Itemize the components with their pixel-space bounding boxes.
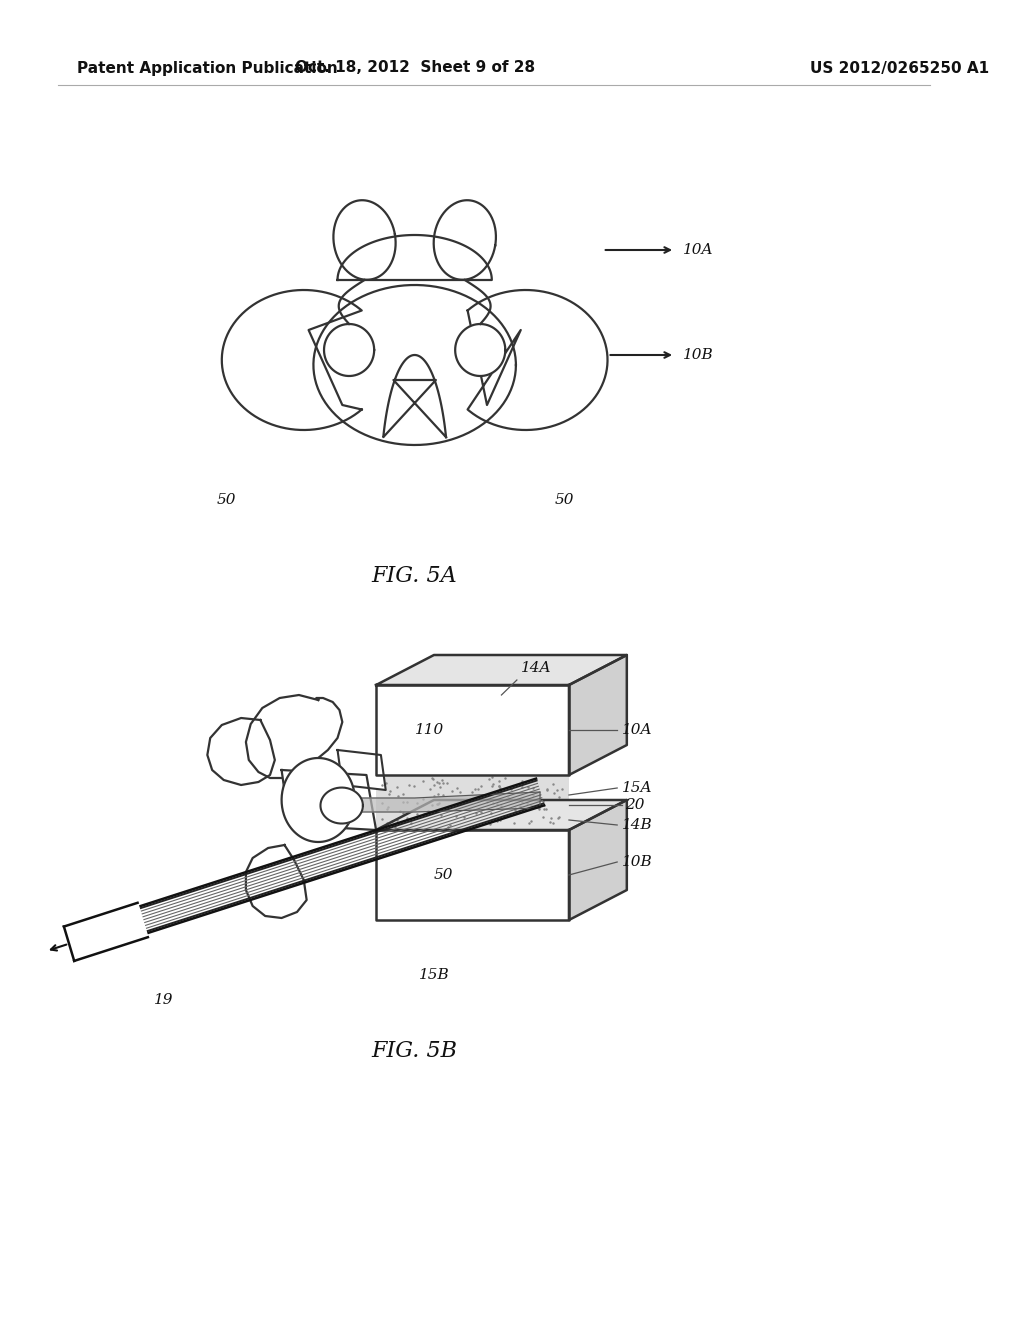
Text: 50: 50 — [554, 492, 573, 507]
Polygon shape — [376, 655, 627, 685]
Polygon shape — [455, 323, 505, 376]
Polygon shape — [338, 235, 492, 280]
Text: 10A: 10A — [622, 723, 652, 737]
Text: 14A: 14A — [521, 661, 551, 675]
Polygon shape — [569, 655, 627, 775]
Polygon shape — [338, 750, 386, 789]
Polygon shape — [63, 903, 147, 961]
Polygon shape — [434, 201, 496, 280]
Polygon shape — [352, 792, 540, 812]
Text: 10B: 10B — [622, 855, 652, 869]
Polygon shape — [383, 355, 446, 437]
Polygon shape — [334, 201, 395, 280]
Text: FIG. 5B: FIG. 5B — [372, 1040, 458, 1063]
Text: 50: 50 — [217, 492, 237, 507]
Polygon shape — [376, 800, 627, 830]
Polygon shape — [376, 775, 569, 830]
Polygon shape — [321, 788, 362, 824]
Text: 10B: 10B — [683, 348, 714, 362]
Text: 19: 19 — [155, 993, 174, 1007]
Polygon shape — [569, 800, 627, 920]
Polygon shape — [282, 758, 355, 842]
Text: 15A: 15A — [622, 781, 652, 795]
Polygon shape — [282, 770, 376, 830]
Text: Patent Application Publication: Patent Application Publication — [77, 61, 338, 75]
Text: FIG. 5A: FIG. 5A — [372, 565, 458, 587]
Text: 10A: 10A — [683, 243, 714, 257]
Polygon shape — [324, 323, 374, 376]
Polygon shape — [246, 845, 306, 917]
Polygon shape — [207, 718, 274, 785]
Polygon shape — [222, 290, 361, 430]
Text: 20: 20 — [625, 799, 644, 812]
Text: 110: 110 — [415, 723, 443, 737]
Polygon shape — [313, 285, 516, 445]
Text: 14B: 14B — [622, 818, 652, 832]
Polygon shape — [376, 685, 569, 775]
Text: US 2012/0265250 A1: US 2012/0265250 A1 — [810, 61, 989, 75]
Polygon shape — [468, 290, 607, 430]
Text: 15B: 15B — [419, 968, 450, 982]
Polygon shape — [376, 830, 569, 920]
Text: Oct. 18, 2012  Sheet 9 of 28: Oct. 18, 2012 Sheet 9 of 28 — [295, 61, 535, 75]
Polygon shape — [246, 696, 342, 777]
Text: 50: 50 — [434, 869, 454, 882]
